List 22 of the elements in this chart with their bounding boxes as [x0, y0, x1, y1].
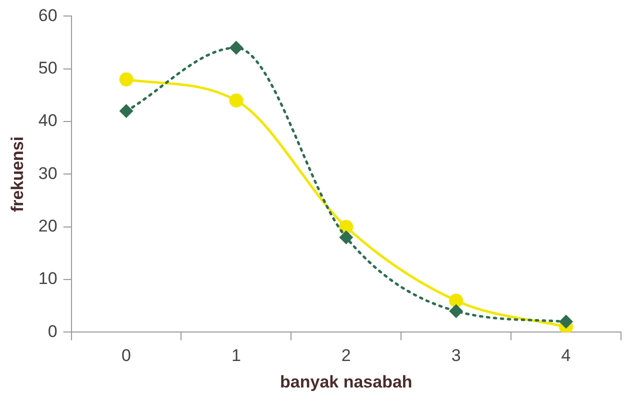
point	[229, 40, 244, 55]
point	[119, 104, 134, 118]
x-tick-label: 2	[341, 346, 351, 366]
point	[229, 93, 244, 108]
x-tick-label: 1	[231, 346, 241, 366]
point	[119, 72, 134, 86]
x-tick-label: 3	[451, 346, 461, 366]
y-tick-label: 60	[38, 6, 58, 25]
point	[449, 294, 464, 308]
y-tick-label: 40	[38, 111, 58, 130]
y-axis-title: frekuensi	[8, 136, 27, 212]
y-tick-label: 20	[38, 216, 58, 236]
point	[449, 304, 464, 318]
x-axis-title: banyak nasabah	[280, 372, 412, 392]
point	[339, 230, 354, 244]
y-tick-label: 30	[38, 164, 58, 183]
x-tick-label: 0	[122, 346, 132, 366]
y-tick-label: 0	[48, 322, 58, 341]
point	[559, 314, 574, 329]
y-tick-label: 10	[38, 269, 58, 288]
y-tick-label: 50	[38, 58, 58, 78]
x-tick-label: 4	[561, 346, 571, 366]
